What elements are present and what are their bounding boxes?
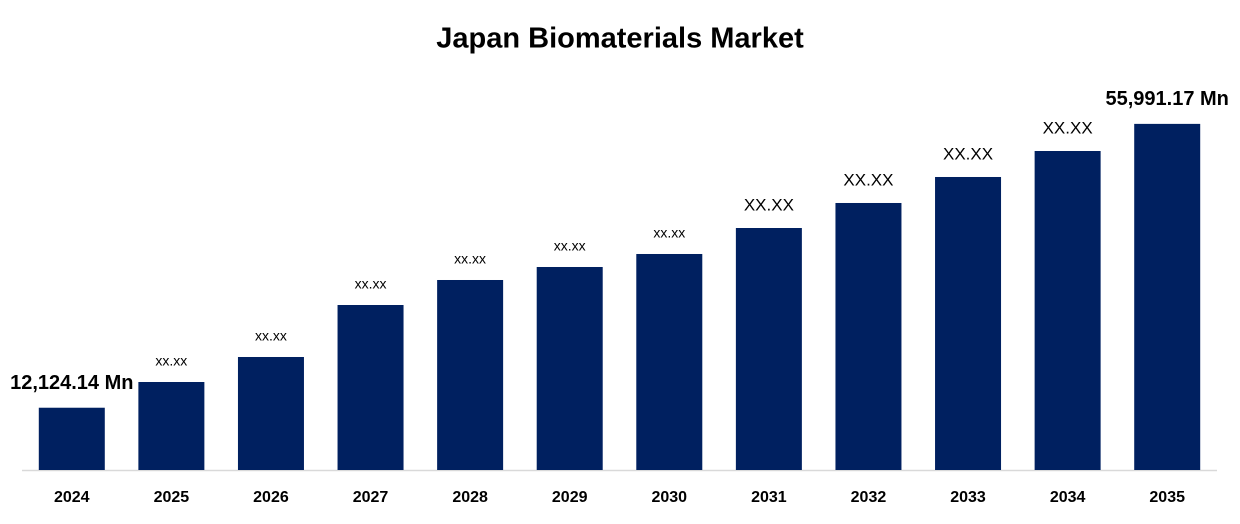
data-label: xx.xx (155, 353, 187, 369)
data-label: XX.XX (943, 144, 993, 163)
data-label: xx.xx (255, 328, 287, 344)
bar (935, 176, 1002, 470)
bar (536, 266, 603, 470)
chart-title: Japan Biomaterials Market (436, 23, 804, 55)
x-tick-label: 2028 (452, 489, 488, 506)
bar (337, 305, 404, 470)
bar (237, 356, 304, 470)
bar (437, 279, 504, 470)
x-tick-label: 2025 (154, 489, 190, 506)
bar (1134, 123, 1201, 470)
x-tick-label: 2031 (751, 489, 787, 506)
x-tick-label: 2029 (552, 489, 588, 506)
x-tick-label: 2032 (851, 489, 887, 506)
data-label: 55,991.17 Mn (1105, 88, 1228, 110)
data-label: xx.xx (653, 225, 685, 241)
bar (636, 253, 703, 470)
x-tick-label: 2030 (651, 489, 687, 506)
x-tick-label: 2024 (54, 489, 90, 506)
data-label: XX.XX (744, 195, 794, 214)
data-label: 12,124.14 Mn (10, 372, 133, 394)
x-tick-label: 2027 (353, 489, 389, 506)
x-tick-label: 2034 (1050, 489, 1086, 506)
data-label: xx.xx (554, 238, 586, 254)
bar (835, 202, 902, 470)
data-label: XX.XX (1043, 118, 1093, 137)
bar (1034, 151, 1101, 470)
x-tick-label: 2033 (950, 489, 986, 506)
x-tick-label: 2026 (253, 489, 289, 506)
bar (38, 407, 105, 470)
data-label: xx.xx (454, 251, 486, 267)
bar (138, 382, 205, 470)
data-label: XX.XX (843, 170, 893, 189)
x-tick-label: 2035 (1149, 489, 1185, 506)
bar (735, 228, 802, 470)
data-label: xx.xx (355, 276, 387, 292)
